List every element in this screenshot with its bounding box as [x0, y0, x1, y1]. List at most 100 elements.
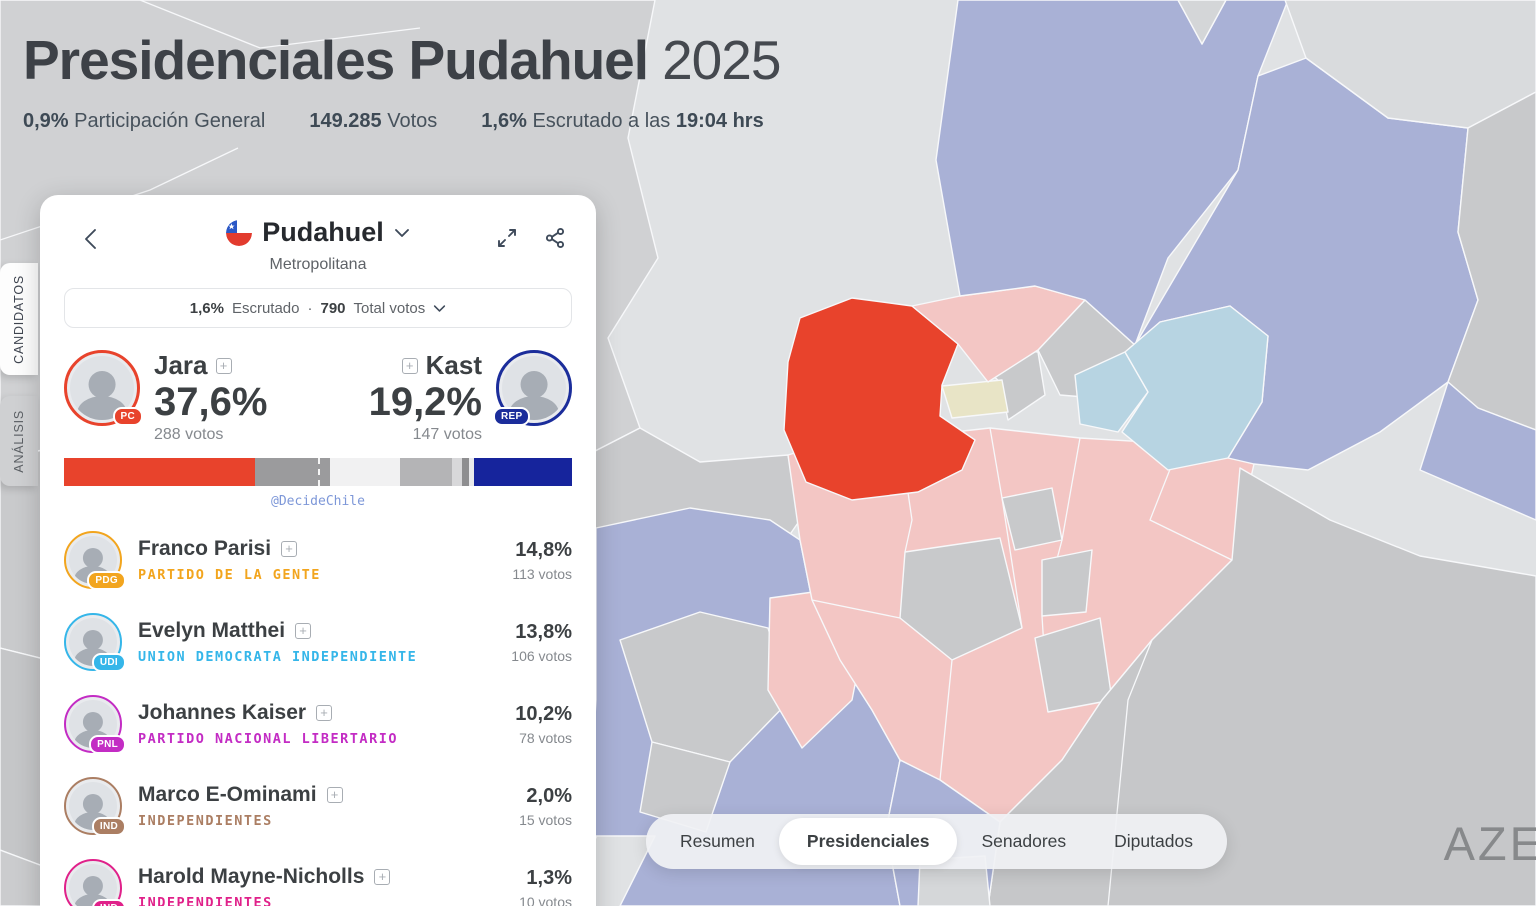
candidate-name: Johannes Kaiser — [138, 701, 307, 724]
candidate-party: INDEPENDIENTES — [138, 813, 273, 829]
candidate-votes: 106 votos — [511, 647, 572, 664]
candidate-name: Franco Parisi — [138, 537, 272, 560]
party-badge: IND — [91, 899, 126, 906]
bar-segment-otros — [468, 458, 475, 486]
duel-left: PC Jara 37,6% 288 votos — [64, 350, 267, 444]
side-tab-candidatos-label: CANDIDATOS — [12, 274, 26, 364]
election-type-tabs: Resumen Presidenciales Senadores Diputad… — [646, 814, 1227, 869]
compare-add-icon[interactable] — [326, 787, 343, 803]
back-icon[interactable] — [78, 225, 106, 253]
duel-right-name: Kast — [425, 350, 482, 380]
duel-right-votes: 147 votos — [412, 426, 482, 443]
candidate-row[interactable]: PDG Franco Parisi PARTIDO DE LA GENTE 14… — [64, 519, 572, 601]
share-icon[interactable] — [544, 227, 566, 249]
compare-add-icon[interactable] — [401, 357, 418, 374]
party-badge: PNL — [89, 735, 126, 754]
map-region — [1041, 549, 1093, 617]
candidate-pct: 13,8% — [515, 620, 572, 643]
page-title: Presidenciales Pudahuel 2025 — [23, 28, 781, 92]
candidate-row[interactable]: IND Harold Mayne-Nicholls INDEPENDIENTES… — [64, 847, 572, 906]
duel-right: Kast 19,2% 147 votos REP — [369, 350, 572, 444]
escrutado-label: Escrutado — [231, 299, 300, 317]
map-region — [1121, 305, 1269, 471]
tab-presidenciales[interactable]: Presidenciales — [778, 818, 958, 865]
map-region — [1001, 487, 1063, 551]
side-tab-analisis-label: ANÁLISIS — [12, 409, 26, 473]
candidate-name: Evelyn Matthei — [138, 619, 286, 642]
compare-add-icon[interactable] — [316, 705, 333, 721]
avatar-kast[interactable]: REP — [493, 350, 572, 426]
party-badge: UDI — [91, 653, 126, 672]
avatar-kaiser: PNL — [64, 695, 126, 754]
party-badge-pc: PC — [112, 407, 143, 426]
tab-diputados[interactable]: Diputados — [1114, 831, 1193, 851]
results-panel: Pudahuel Metropolitana 1,6% Escrut — [40, 195, 596, 906]
bar-50pct-midline — [318, 458, 320, 486]
page-title-main: Presidenciales Pudahuel — [23, 29, 649, 91]
stat-votos: 149.285 Votos — [309, 110, 438, 132]
escrutado-value: 1,6% — [189, 299, 224, 317]
candidate-row[interactable]: PNL Johannes Kaiser PARTIDO NACIONAL LIB… — [64, 683, 572, 765]
candidate-votes: 15 votos — [519, 811, 572, 828]
candidate-votes: 113 votos — [512, 565, 572, 582]
candidate-name: Marco E-Ominami — [138, 783, 317, 806]
map-region — [1177, 0, 1227, 45]
map-region — [941, 379, 1009, 419]
compare-add-icon[interactable] — [374, 869, 391, 885]
candidate-pct: 14,8% — [515, 538, 572, 561]
bar-segment-jara — [64, 458, 255, 486]
bar-segment-mayne-nicholls — [462, 458, 469, 486]
decidechile-watermark: @DecideChile — [271, 494, 365, 509]
brand-watermark: AZE — [1443, 817, 1536, 870]
map-region — [1419, 381, 1536, 521]
total-votes-label: Total votos — [353, 299, 426, 317]
candidate-pct: 1,3% — [526, 866, 572, 889]
party-badge-rep: REP — [493, 407, 531, 426]
map-region — [899, 537, 1023, 661]
candidate-list: PDG Franco Parisi PARTIDO DE LA GENTE 14… — [64, 519, 572, 906]
bar-segment-parisi — [255, 458, 331, 486]
map-region — [1074, 351, 1149, 433]
results-bar — [64, 458, 572, 486]
expand-icon[interactable] — [496, 227, 518, 249]
tab-senadores[interactable]: Senadores — [981, 831, 1067, 851]
stat-escrutado: 1,6% Escrutado a las 19:04 hrs — [481, 110, 764, 132]
compare-add-icon[interactable] — [281, 541, 298, 557]
bar-segment-kaiser — [400, 458, 453, 486]
duel-left-votes: 288 votos — [154, 426, 224, 443]
avatar-mayne-nicholls: IND — [64, 859, 126, 906]
tab-resumen[interactable]: Resumen — [680, 831, 755, 851]
candidate-row[interactable]: UDI Evelyn Matthei UNION DEMOCRATA INDEP… — [64, 601, 572, 683]
candidate-name: Harold Mayne-Nicholls — [138, 865, 365, 888]
candidate-party: UNION DEMOCRATA INDEPENDIENTE — [138, 649, 418, 665]
compare-add-icon[interactable] — [295, 623, 312, 639]
party-badge: IND — [91, 817, 126, 836]
head-to-head: PC Jara 37,6% 288 votos Kast 19,2% 147 v… — [64, 350, 572, 444]
avatar-parisi: PDG — [64, 531, 126, 590]
bar-segment-kast — [474, 458, 572, 486]
duel-left-name: Jara — [154, 350, 208, 380]
candidate-votes: 10 votos — [519, 893, 572, 906]
chile-flag-icon — [226, 219, 253, 246]
side-tab-candidatos[interactable]: CANDIDATOS — [0, 263, 38, 375]
party-badge: PDG — [87, 571, 126, 590]
panel-region-subtitle: Metropolitana — [269, 256, 367, 273]
candidate-votes: 78 votos — [519, 729, 572, 746]
bar-segment-e-ominami — [452, 458, 463, 486]
candidate-row[interactable]: IND Marco E-Ominami INDEPENDIENTES 2,0% … — [64, 765, 572, 847]
candidate-pct: 2,0% — [526, 784, 572, 807]
page-header: Presidenciales Pudahuel 2025 0,9% Partici… — [23, 28, 781, 133]
avatar-matthei: UDI — [64, 613, 126, 672]
duel-left-pct: 37,6% — [154, 380, 268, 424]
duel-right-pct: 19,2% — [368, 380, 482, 424]
avatar-jara[interactable]: PC — [64, 350, 143, 426]
avatar-eominami: IND — [64, 777, 126, 836]
side-tab-analisis[interactable]: ANÁLISIS — [0, 396, 38, 486]
location-chevron-down-icon[interactable] — [394, 228, 410, 238]
compare-add-icon[interactable] — [215, 357, 232, 374]
total-votes-value: 790 — [320, 299, 346, 317]
page-stats: 0,9% Participación General 149.285 Votos… — [23, 110, 780, 133]
escrutado-summary[interactable]: 1,6% Escrutado · 790 Total votos — [64, 288, 572, 328]
page-title-year: 2025 — [662, 29, 781, 91]
summary-chevron-down-icon[interactable] — [433, 304, 446, 313]
